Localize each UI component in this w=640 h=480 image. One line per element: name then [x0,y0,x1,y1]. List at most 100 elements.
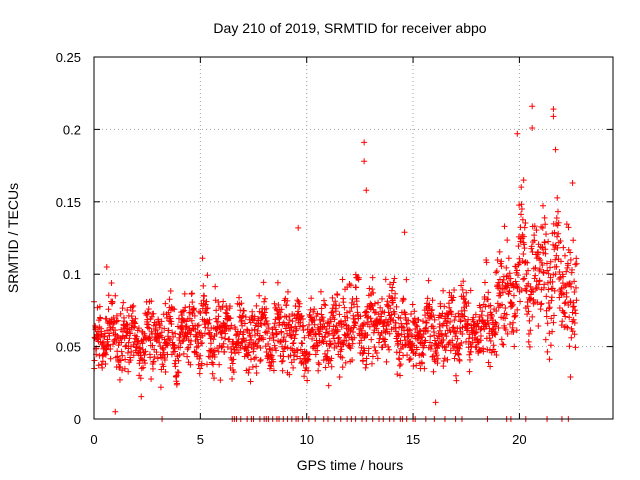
data-point [179,308,186,315]
data-point [218,328,225,335]
data-point [425,277,432,284]
data-point [97,315,104,322]
data-point [148,298,155,305]
data-points [91,103,580,422]
data-point [454,350,461,357]
data-point [126,335,133,342]
data-point [197,352,204,359]
data-point [160,346,167,353]
data-point [330,323,337,330]
data-point [364,314,371,321]
data-point [445,340,452,347]
data-point [271,320,278,327]
data-point [292,303,299,310]
data-point [551,246,558,253]
data-point [112,408,119,415]
data-point [413,362,420,369]
data-point [532,272,539,279]
data-point [137,375,144,382]
data-point [210,348,217,355]
data-point [489,326,496,333]
data-point [402,337,409,344]
data-point [460,304,467,311]
y-tick-label: 0.2 [63,122,81,137]
data-point [531,237,538,244]
data-point [529,313,536,320]
data-point [514,267,521,274]
data-point [127,357,134,364]
data-point [197,310,204,316]
data-point [273,347,280,354]
data-point [160,363,167,370]
y-axis-label: SRMTID / TECUs [5,183,21,293]
data-point [555,230,562,237]
data-point [247,356,254,363]
data-point [194,322,201,329]
data-point [510,292,517,299]
data-point [202,301,209,308]
data-point [270,367,277,374]
data-point [270,358,277,365]
data-point [206,316,213,323]
data-point [162,369,169,376]
data-point [498,263,505,270]
data-point [548,294,555,301]
data-point [358,337,365,344]
data-point [502,326,509,333]
data-point [465,344,472,351]
data-point [121,365,128,372]
data-point [124,307,131,314]
data-point [378,313,385,320]
data-point [270,337,277,344]
data-point [436,321,443,328]
data-point [284,344,291,351]
data-point [456,313,463,320]
data-point [371,343,378,350]
data-point [369,286,376,293]
data-point [251,313,258,320]
data-point [552,256,559,263]
data-point [382,276,389,283]
data-point [461,313,468,320]
data-point [288,324,295,331]
data-point [140,364,147,371]
data-point [248,327,255,334]
data-point [573,260,580,267]
data-point [233,332,240,339]
data-point [110,320,117,327]
data-point [372,300,379,307]
data-point [562,299,569,306]
data-point [525,308,532,315]
data-point [347,282,354,289]
data-point [559,318,566,325]
data-point [392,319,399,326]
data-point [282,338,289,345]
data-point [332,298,339,305]
data-point [247,333,254,340]
data-point [449,337,456,344]
data-point [229,360,236,367]
data-point [502,315,509,322]
data-point [403,321,410,328]
data-point [560,244,567,251]
data-point [511,343,518,350]
data-point [328,355,335,362]
data-point [322,334,329,341]
data-point [440,336,447,343]
data-point [266,335,273,342]
data-point [550,319,557,326]
data-point [485,320,492,327]
data-point [363,361,370,368]
data-point [198,360,205,367]
data-point [493,307,500,314]
data-point [520,177,527,184]
tick-labels: 0 5 10 15 20 0 0.05 0.1 0.15 0.2 0.25 [56,50,527,447]
data-point [431,356,438,363]
data-point [534,299,541,306]
data-point [413,346,420,353]
data-point [344,314,351,321]
data-point [329,294,336,301]
y-tick-label: 0.05 [56,340,81,355]
data-point [235,349,242,356]
data-point [179,322,186,329]
